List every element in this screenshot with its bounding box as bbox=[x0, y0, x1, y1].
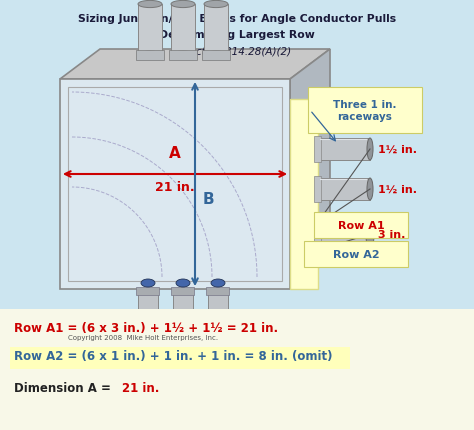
Bar bbox=[10, 347, 350, 369]
Bar bbox=[314, 137, 321, 162]
Ellipse shape bbox=[173, 316, 193, 322]
Text: 21 in.: 21 in. bbox=[155, 181, 195, 194]
Bar bbox=[68, 88, 282, 281]
Ellipse shape bbox=[211, 280, 225, 287]
Bar bbox=[204, 5, 228, 55]
Ellipse shape bbox=[138, 316, 158, 322]
Ellipse shape bbox=[204, 52, 228, 58]
Text: Row A2: Row A2 bbox=[333, 249, 379, 259]
Text: A: A bbox=[169, 146, 181, 161]
Bar bbox=[208, 291, 228, 319]
Bar bbox=[173, 291, 193, 319]
Polygon shape bbox=[60, 50, 330, 80]
Bar bbox=[60, 80, 290, 289]
Text: 21 in.: 21 in. bbox=[122, 381, 159, 394]
FancyBboxPatch shape bbox=[308, 88, 422, 134]
Text: Row A1: Row A1 bbox=[337, 221, 384, 230]
Ellipse shape bbox=[141, 280, 155, 287]
Ellipse shape bbox=[316, 139, 320, 161]
Bar bbox=[318, 178, 370, 200]
Text: B: B bbox=[203, 192, 215, 207]
Ellipse shape bbox=[204, 1, 228, 9]
Text: Copyright 2008  Mike Holt Enterprises, Inc.: Copyright 2008 Mike Holt Enterprises, In… bbox=[68, 334, 218, 340]
Polygon shape bbox=[290, 50, 330, 289]
Text: Determining Largest Row: Determining Largest Row bbox=[159, 30, 315, 40]
Ellipse shape bbox=[171, 52, 195, 58]
Bar bbox=[172, 287, 194, 295]
Ellipse shape bbox=[316, 178, 320, 200]
Ellipse shape bbox=[208, 316, 228, 322]
Bar bbox=[138, 291, 158, 319]
Text: Section 314.28(A)(2): Section 314.28(A)(2) bbox=[183, 46, 291, 56]
Bar bbox=[314, 217, 321, 252]
Text: Dimension A =: Dimension A = bbox=[14, 381, 115, 394]
Ellipse shape bbox=[138, 52, 162, 58]
Text: Three 1 in.
raceways: Three 1 in. raceways bbox=[333, 100, 397, 122]
Bar bbox=[290, 100, 318, 289]
Bar bbox=[0, 309, 474, 430]
Bar bbox=[318, 219, 370, 249]
Bar bbox=[169, 51, 197, 61]
Bar bbox=[201, 51, 230, 61]
Bar bbox=[138, 5, 162, 55]
Bar bbox=[207, 287, 229, 295]
FancyBboxPatch shape bbox=[304, 241, 408, 267]
Text: 1½ in.: 1½ in. bbox=[378, 184, 417, 194]
Text: Sizing Junction/Pull Boxes for Angle Conductor Pulls: Sizing Junction/Pull Boxes for Angle Con… bbox=[78, 14, 396, 24]
Ellipse shape bbox=[367, 178, 373, 200]
Ellipse shape bbox=[176, 280, 190, 287]
FancyBboxPatch shape bbox=[314, 212, 408, 239]
Text: 1½ in.: 1½ in. bbox=[378, 144, 417, 155]
Ellipse shape bbox=[138, 1, 162, 9]
Ellipse shape bbox=[315, 219, 321, 249]
Bar bbox=[137, 287, 159, 295]
Text: Row A2 = (6 x 1 in.) + 1 in. + 1 in. = 8 in. (omit): Row A2 = (6 x 1 in.) + 1 in. + 1 in. = 8… bbox=[14, 349, 332, 362]
Text: 3 in.: 3 in. bbox=[378, 230, 405, 240]
Ellipse shape bbox=[366, 219, 374, 249]
Ellipse shape bbox=[171, 1, 195, 9]
Text: Row A1 = (6 x 3 in.) + 1½ + 1½ = 21 in.: Row A1 = (6 x 3 in.) + 1½ + 1½ = 21 in. bbox=[14, 321, 278, 334]
Bar bbox=[314, 177, 321, 202]
Bar bbox=[318, 139, 370, 161]
Bar bbox=[171, 5, 195, 55]
Ellipse shape bbox=[367, 139, 373, 161]
Bar bbox=[136, 51, 164, 61]
